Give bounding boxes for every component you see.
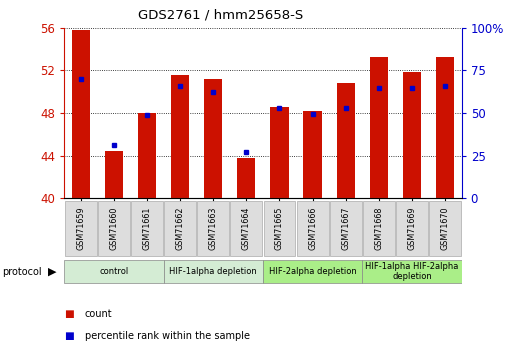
FancyBboxPatch shape xyxy=(429,201,461,256)
Text: HIF-1alpha depletion: HIF-1alpha depletion xyxy=(169,267,257,276)
FancyBboxPatch shape xyxy=(230,201,262,256)
Bar xyxy=(204,79,222,198)
FancyBboxPatch shape xyxy=(396,201,428,256)
Text: GSM71666: GSM71666 xyxy=(308,207,317,250)
Text: GSM71659: GSM71659 xyxy=(76,207,85,250)
Text: GSM71663: GSM71663 xyxy=(209,207,218,250)
FancyBboxPatch shape xyxy=(164,260,263,283)
Text: ■: ■ xyxy=(64,309,74,319)
Text: count: count xyxy=(85,309,112,319)
Text: protocol: protocol xyxy=(3,267,42,277)
FancyBboxPatch shape xyxy=(98,201,130,256)
Bar xyxy=(138,113,156,198)
Text: GSM71665: GSM71665 xyxy=(275,207,284,250)
FancyBboxPatch shape xyxy=(362,260,462,283)
Bar xyxy=(403,72,421,198)
FancyBboxPatch shape xyxy=(330,201,362,256)
Bar xyxy=(72,30,90,198)
FancyBboxPatch shape xyxy=(263,260,362,283)
Text: GDS2761 / hmm25658-S: GDS2761 / hmm25658-S xyxy=(138,9,303,22)
FancyBboxPatch shape xyxy=(64,260,164,283)
Text: GSM71661: GSM71661 xyxy=(143,207,151,250)
Text: GSM71668: GSM71668 xyxy=(374,207,383,250)
Text: percentile rank within the sample: percentile rank within the sample xyxy=(85,332,250,341)
Text: GSM71667: GSM71667 xyxy=(341,207,350,250)
Bar xyxy=(105,151,123,198)
FancyBboxPatch shape xyxy=(164,201,196,256)
Bar xyxy=(304,111,322,198)
Text: ■: ■ xyxy=(64,332,74,341)
Text: ▶: ▶ xyxy=(48,267,56,277)
Bar xyxy=(370,58,388,198)
FancyBboxPatch shape xyxy=(264,201,295,256)
Text: GSM71669: GSM71669 xyxy=(407,207,417,250)
Text: HIF-1alpha HIF-2alpha
depletion: HIF-1alpha HIF-2alpha depletion xyxy=(365,262,459,282)
Text: GSM71664: GSM71664 xyxy=(242,207,251,250)
FancyBboxPatch shape xyxy=(65,201,96,256)
Bar xyxy=(436,58,454,198)
Text: GSM71670: GSM71670 xyxy=(441,207,449,250)
Bar xyxy=(171,75,189,198)
FancyBboxPatch shape xyxy=(131,201,163,256)
FancyBboxPatch shape xyxy=(363,201,395,256)
Bar xyxy=(237,158,255,198)
Text: control: control xyxy=(99,267,128,276)
Bar xyxy=(270,107,289,198)
Text: HIF-2alpha depletion: HIF-2alpha depletion xyxy=(269,267,357,276)
Text: GSM71660: GSM71660 xyxy=(109,207,119,250)
FancyBboxPatch shape xyxy=(198,201,229,256)
Text: GSM71662: GSM71662 xyxy=(175,207,185,250)
FancyBboxPatch shape xyxy=(297,201,328,256)
Bar xyxy=(337,83,355,198)
